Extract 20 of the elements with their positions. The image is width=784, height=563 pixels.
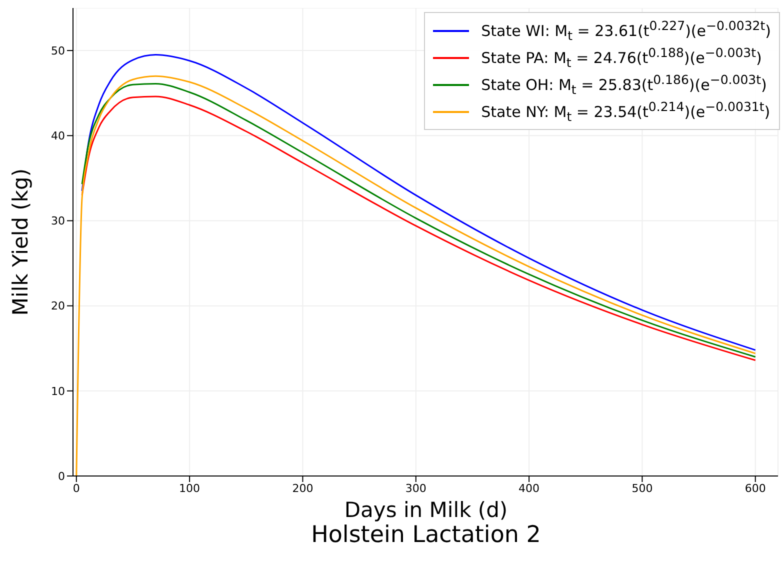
x-tick-label: 0 (72, 482, 80, 495)
x-tick-label: 200 (292, 482, 314, 495)
x-tick-label: 300 (405, 482, 426, 495)
y-tick-label: 50 (51, 44, 65, 58)
x-tick-label: 400 (518, 482, 540, 495)
x-tick-label: 100 (179, 482, 200, 495)
text: Holstein Lactation 2 (310, 522, 542, 548)
legend-label: State OH: M$_{t}$ = 25.83(t$^{0.186}$)(e$^{−0.003t}$) (481, 72, 767, 97)
legend-label: State NY: M$_{t}$ = 23.54(t$^{0.214}$)(e$^{−0.0031t}$) (481, 99, 770, 124)
legend-label: State WI: M$_{t}$ = 23.61(t$^{0.227}$)(e$^{−0.0032t}$) (481, 18, 771, 43)
y-tick-label: 0 (58, 470, 65, 483)
x-tick-label: 500 (632, 482, 653, 495)
y-tick-label: 10 (51, 384, 65, 398)
x-axis-title: Days in Milk (d) (343, 498, 509, 522)
y-axis-title: Milk Yield (kg) (8, 168, 32, 316)
y-tick-label: 20 (51, 300, 65, 313)
x-tick-label: 600 (744, 482, 766, 495)
y-tick-label: 30 (51, 214, 65, 228)
legend-label: State PA: M$_{t}$ = 24.76(t$^{0.188}$)(e$^{−0.003t}$) (481, 45, 762, 70)
y-tick-label: 40 (51, 130, 65, 143)
